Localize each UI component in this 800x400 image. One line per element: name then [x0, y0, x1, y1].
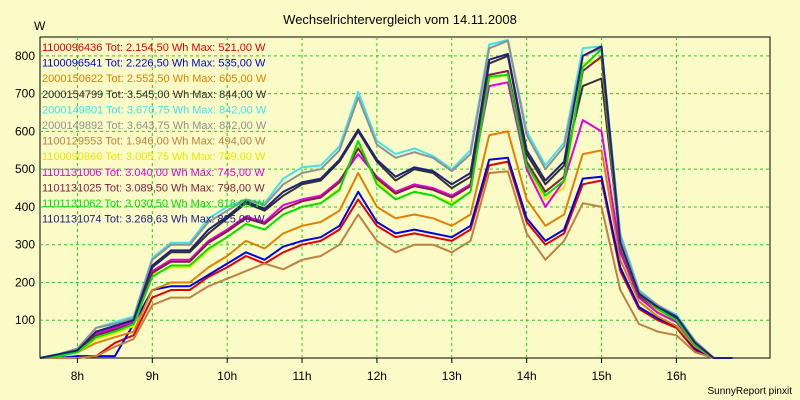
legend-entry-9: 1101131006 Tot: 3.040,00 Wh Max: 745,00 …: [42, 167, 265, 179]
legend-entry-5: 2000149801 Tot: 3.670,75 Wh Max: 842,00 …: [42, 104, 267, 116]
x-tick-label: 8h: [71, 369, 84, 383]
legend-entry-4: 2000154799 Tot: 3.545,00 Wh Max: 844,00 …: [42, 89, 267, 101]
x-tick-label: 15h: [592, 369, 612, 383]
chart-title: Wechselrichtervergleich vom 14.11.2008: [283, 12, 517, 27]
series-layer: [39, 39, 733, 359]
series-line-12: [39, 45, 733, 359]
legend-entry-11: 1101131062 Tot: 3.030,50 Wh Max: 818,00 …: [42, 198, 265, 210]
axis-layer: 100 200 300 400 500 600 700 800 8h 9h 10h 11h 12h 13h…: [15, 49, 686, 383]
y-axis-label: W: [34, 19, 46, 33]
series-line-7: [40, 170, 733, 359]
grid-layer: [39, 36, 771, 359]
y-tick-label: 700: [15, 87, 35, 101]
legend-entry-1: 1100096436 Tot: 2.154,50 Wh Max: 521,00 …: [42, 42, 266, 54]
series-line-3: [39, 130, 733, 359]
legend-entry-10: 1101131025 Tot: 3.089,50 Wh Max: 798,00 …: [42, 182, 265, 194]
x-tick-label: 14h: [517, 369, 537, 383]
y-tick-label: 600: [15, 124, 35, 138]
y-tick-label: 500: [15, 162, 35, 176]
legend-entry-3: 2000150622 Tot: 2.552,50 Wh Max: 605,00 …: [42, 73, 267, 85]
x-tick-label: 11h: [292, 369, 311, 383]
y-tick-label: 200: [15, 275, 35, 289]
y-tick-label: 400: [15, 200, 35, 214]
y-tick-label: 300: [15, 238, 35, 252]
series-line-9: [39, 81, 733, 359]
x-tick-label: 13h: [442, 369, 462, 383]
y-tick-label: 800: [15, 49, 35, 63]
legend-entry-12: 1101131074 Tot: 3.268,63 Wh Max: 825,00 …: [42, 214, 265, 226]
legend-layer: 1100096436 Tot: 2.154,50 Wh Max: 521,00 …: [42, 42, 267, 226]
legend-entry-7: 1100129553 Tot: 1.946,00 Wh Max: 494,00 …: [42, 136, 266, 148]
y-tick-label: 100: [15, 313, 35, 327]
credit-text: SunnyReport pinxit: [708, 386, 793, 397]
x-tick-label: 16h: [666, 369, 686, 383]
x-tick-label: 12h: [367, 369, 387, 383]
plot-frame: [39, 36, 771, 359]
x-tick-label: 9h: [146, 369, 159, 383]
legend-entry-6: 2000149892 Tot: 3.643,75 Wh Max: 842,00 …: [42, 120, 267, 132]
legend-entry-2: 1100096541 Tot: 2.226,50 Wh Max: 535,00 …: [42, 58, 266, 70]
x-tick-label: 10h: [217, 369, 237, 383]
legend-entry-8: 1100090866 Tot: 3.005,75 Wh Max: 789,00 …: [42, 151, 266, 163]
